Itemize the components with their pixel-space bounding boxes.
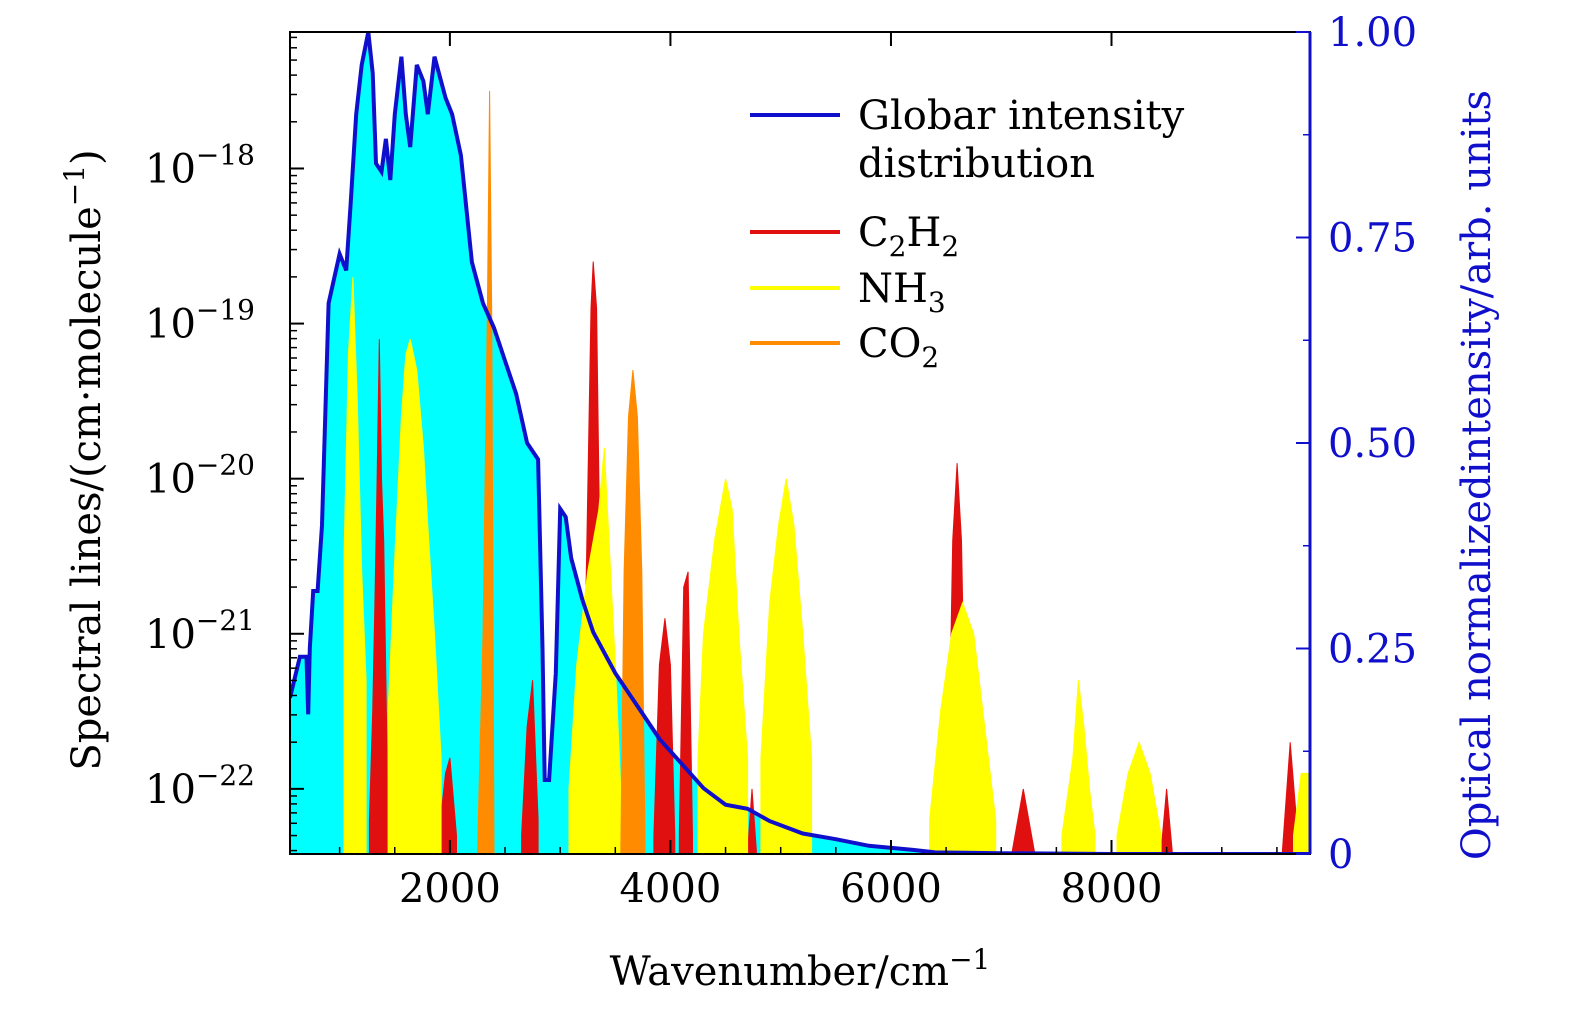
- band-nh3-5: [929, 601, 997, 854]
- x-tick-label: 6000: [840, 866, 942, 912]
- band-co2-0: [477, 90, 495, 854]
- band-nh3-8: [1293, 772, 1310, 854]
- band-c2h2-4: [653, 618, 676, 854]
- legend-label-c2h2: C2H2: [858, 210, 959, 263]
- x-axis-ticks: 2000 4000 6000 8000: [338, 32, 1278, 912]
- globar-intensity-curve: [290, 32, 1310, 854]
- y-axis-ticks: 10−18 10−19 10−20 10−21 10−22: [145, 36, 304, 852]
- x-axis-title: Wavenumber/cm−1: [610, 943, 991, 995]
- y-tick-label: 10−18: [145, 138, 255, 192]
- plot-area: [290, 32, 1310, 854]
- legend-label-globar-line2: distribution: [858, 141, 1095, 187]
- band-nh3-7: [1116, 740, 1162, 854]
- x-tick-label: 8000: [1061, 866, 1163, 912]
- band-co2-1: [620, 370, 646, 854]
- band-c2h2-8: [1011, 788, 1035, 854]
- y2-tick-label: 0: [1328, 832, 1353, 878]
- band-nh3-4: [760, 478, 813, 854]
- legend-label-globar-line1: Globar intensity: [858, 93, 1185, 139]
- y-tick-label: 10−22: [145, 759, 255, 813]
- y2-axis-ticks: 1.00 0.75 0.50 0.25 0: [1296, 10, 1417, 878]
- x-tick-label: 2000: [399, 866, 501, 912]
- band-c2h2-5: [678, 571, 693, 854]
- y2-tick-label: 0.75: [1328, 216, 1417, 262]
- y2-tick-label: 1.00: [1328, 10, 1417, 56]
- y-tick-label: 10−19: [145, 294, 255, 348]
- band-c2h2-2: [521, 680, 539, 854]
- y2-axis-title: Optical normalizedintensity/arb. units: [1454, 90, 1500, 860]
- band-nh3-1: [387, 338, 442, 854]
- y-tick-label: 10−21: [145, 604, 255, 658]
- band-c2h2-9: [1160, 788, 1173, 854]
- legend-label-nh3: NH3: [858, 266, 946, 319]
- band-nh3-6: [1061, 680, 1096, 854]
- band-nh3-3: [697, 478, 749, 854]
- y2-tick-label: 0.50: [1328, 421, 1417, 467]
- series-nh3: [343, 276, 1310, 854]
- series-co2: [477, 90, 646, 854]
- band-nh3-0: [343, 276, 367, 854]
- x-tick-label: 4000: [620, 866, 722, 912]
- molecule-lines-layer: [343, 90, 1310, 854]
- y-axis-title: Spectral lines/(cm·molecule−1): [58, 149, 110, 770]
- y-tick-label: 10−20: [145, 449, 255, 503]
- legend: Globar intensity distribution C2H2 NH3 C…: [750, 93, 1185, 374]
- y2-tick-label: 0.25: [1328, 627, 1417, 673]
- legend-label-co2: CO2: [858, 321, 939, 374]
